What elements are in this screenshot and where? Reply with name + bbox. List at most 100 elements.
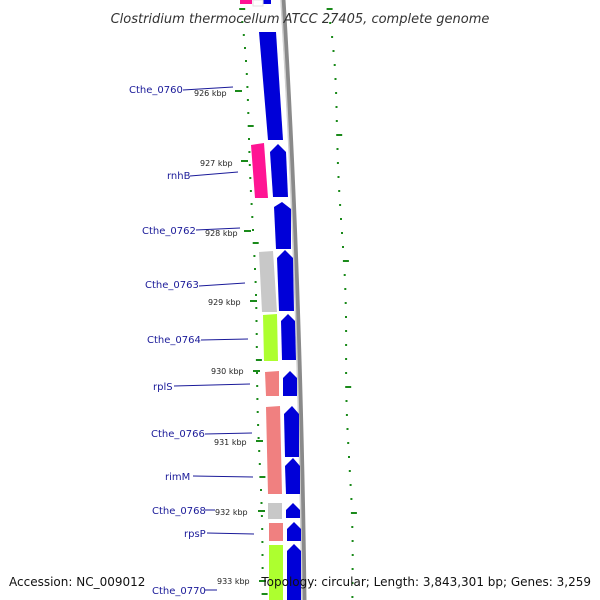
gene-label[interactable]: rnhB: [167, 171, 191, 182]
gc-dot: [256, 385, 259, 387]
gc-dot: [348, 470, 351, 472]
gc-dot: [336, 162, 339, 164]
gene-feature[interactable]: [287, 522, 301, 541]
gc-dot: [348, 456, 350, 458]
gc-dot: [250, 203, 253, 205]
gc-dot: [345, 386, 352, 388]
gc-dot: [329, 22, 332, 24]
gc-dot: [255, 359, 262, 361]
gc-dot: [345, 358, 348, 360]
gc-dot: [245, 73, 248, 75]
gc-dot: [345, 372, 348, 374]
gc-dot: [343, 274, 346, 276]
gene-feature[interactable]: [259, 32, 283, 140]
gene-feature[interactable]: [286, 503, 300, 518]
gene-feature[interactable]: [240, 0, 252, 4]
gene-feature[interactable]: [274, 202, 291, 249]
gene-label[interactable]: Cthe_0764: [147, 335, 201, 346]
gc-dot: [261, 593, 268, 595]
gene-label[interactable]: Cthe_0763: [145, 280, 199, 291]
gene-label[interactable]: rimM: [165, 472, 190, 483]
gc-dot: [335, 120, 338, 122]
kbp-label: 928 kbp: [205, 229, 238, 238]
gene-labels: Cthe_0760 rnhB Cthe_0762 Cthe_0763 Cthe_…: [129, 85, 206, 597]
gc-dot: [333, 64, 336, 66]
gene-feature[interactable]: [266, 406, 282, 494]
genome-backbone: [280, 0, 307, 600]
gene-label[interactable]: Cthe_0766: [151, 429, 205, 440]
gene-label[interactable]: rpsP: [184, 529, 206, 540]
gc-dot: [256, 372, 258, 374]
kbp-label: 930 kbp: [211, 367, 244, 376]
genome-summary-text: Topology: circular; Length: 3,843,301 bp…: [260, 575, 591, 589]
gc-dot: [344, 288, 347, 290]
gc-dot: [261, 528, 264, 530]
gc-dot: [344, 302, 347, 304]
gene-feature[interactable]: [281, 314, 296, 360]
gc-dot: [249, 190, 252, 192]
gc-dot: [326, 8, 333, 10]
gene-feature[interactable]: [259, 251, 277, 312]
gc-dot: [339, 204, 342, 206]
gene-feature[interactable]: [268, 503, 282, 519]
gc-dot: [254, 268, 256, 270]
gc-dot: [257, 424, 260, 426]
gc-skew-track: [326, 8, 357, 598]
gene-label[interactable]: Cthe_0770: [152, 586, 206, 597]
kbp-label: 931 kbp: [214, 438, 247, 447]
gc-dot: [336, 134, 343, 136]
gene-feature[interactable]: [285, 458, 300, 494]
gc-dot: [350, 498, 353, 500]
gc-dot: [248, 151, 251, 153]
gene-label[interactable]: Cthe_0768: [152, 506, 206, 517]
kbp-label: 933 kbp: [217, 577, 250, 586]
gc-dot: [345, 414, 348, 416]
gc-dot: [244, 47, 246, 49]
gene-label[interactable]: Cthe_0760: [129, 85, 183, 96]
gc-dot: [245, 60, 247, 62]
gc-dot: [334, 78, 337, 80]
gene-feature[interactable]: [252, 0, 264, 7]
gc-dot: [345, 344, 348, 346]
gc-dot: [255, 307, 258, 309]
gc-dot: [347, 442, 350, 444]
gc-dot: [258, 463, 261, 465]
gc-dot: [256, 411, 259, 413]
gc-dot: [331, 36, 334, 38]
gc-dot: [261, 541, 264, 543]
gene-feature[interactable]: [269, 545, 283, 600]
gc-dot: [260, 515, 263, 517]
gene-feature[interactable]: [270, 144, 288, 197]
gene-feature[interactable]: [251, 143, 268, 198]
gc-dot: [338, 190, 341, 192]
gc-dot: [255, 346, 258, 348]
gc-dot: [254, 281, 257, 283]
gene-feature[interactable]: [263, 314, 278, 361]
gc-dot: [249, 177, 252, 179]
gc-dot: [351, 596, 354, 598]
gc-dot: [248, 138, 250, 140]
gene-feature[interactable]: [284, 406, 299, 457]
gc-dot: [341, 232, 343, 234]
kbp-ticks: [235, 90, 266, 582]
gene-feature[interactable]: [257, 0, 271, 4]
gc-dot: [345, 330, 348, 332]
kbp-label: 929 kbp: [208, 298, 241, 307]
gene-feature[interactable]: [269, 523, 283, 541]
gc-dot: [350, 512, 357, 514]
gene-feature[interactable]: [283, 371, 297, 396]
gene-label[interactable]: Cthe_0762: [142, 226, 196, 237]
gc-dot: [345, 316, 347, 318]
gene-feature[interactable]: [265, 371, 279, 396]
gc-dot: [255, 320, 258, 322]
gene-feature[interactable]: [277, 250, 294, 311]
gene-feature[interactable]: [287, 544, 301, 600]
gc-dot: [261, 554, 264, 556]
accession-text: Accession: NC_009012: [9, 575, 145, 589]
gc-dot: [335, 106, 338, 108]
gene-label[interactable]: rplS: [153, 382, 173, 393]
gc-dot: [242, 34, 245, 36]
gc-dot: [248, 164, 251, 166]
gc-dot: [259, 476, 266, 478]
